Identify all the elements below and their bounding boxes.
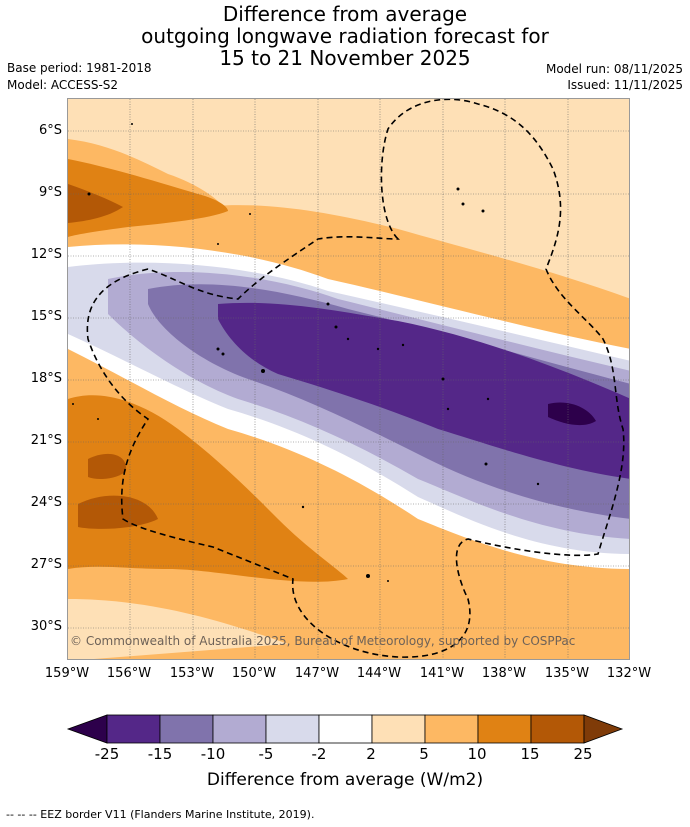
- eez-border: [86, 99, 625, 658]
- lat-label: 6°S: [38, 123, 62, 138]
- lon-label: 153°W: [169, 666, 215, 681]
- title-line-1: Difference from average: [222, 2, 468, 26]
- lon-label: 132°W: [606, 666, 652, 681]
- lon-label: 141°W: [419, 666, 465, 681]
- lat-label: 30°S: [30, 619, 62, 634]
- colorbar-segment: [159, 714, 214, 744]
- colorbar-tick: 25: [573, 745, 593, 763]
- model-run: Model run: 08/11/2025: [545, 62, 683, 76]
- lat-label: 12°S: [30, 247, 62, 262]
- contour-band-topleft-dark: [68, 159, 228, 237]
- colorbar-arrow-high: [583, 714, 624, 744]
- title-line-3: 15 to 21 November 2025: [219, 46, 471, 70]
- colorbar-tick: 15: [520, 745, 540, 763]
- lon-label: 144°W: [356, 666, 402, 681]
- map-svg: [68, 99, 629, 659]
- colorbar-tick: 5: [419, 745, 429, 763]
- colorbar-tick: 10: [467, 745, 487, 763]
- contour-bottom-core-1: [88, 453, 127, 479]
- lon-label: 135°W: [544, 666, 590, 681]
- contour-core-topleft: [68, 184, 123, 223]
- colorbar-tick: -25: [94, 745, 120, 763]
- lon-label: 150°W: [231, 666, 277, 681]
- colorbar-segment: [265, 714, 320, 744]
- colorbar-tick: -2: [311, 745, 327, 763]
- colorbar-segment: [371, 714, 426, 744]
- contour-core-purple: [548, 402, 596, 426]
- colorbar-tick: -15: [147, 745, 173, 763]
- lat-label: 15°S: [30, 309, 62, 324]
- contour-deep-purple: [218, 302, 629, 479]
- issued-date: Issued: 11/11/2025: [567, 78, 683, 92]
- model-name: Model: ACCESS-S2: [7, 78, 119, 92]
- copyright: © Commonwealth of Australia 2025, Bureau…: [70, 634, 576, 648]
- lon-label: 159°W: [44, 666, 90, 681]
- lon-label: 138°W: [481, 666, 527, 681]
- colorbar-tick: -10: [200, 745, 226, 763]
- eez-legend: -- -- -- EEZ border V11 (Flanders Marine…: [6, 808, 315, 821]
- lon-label: 156°W: [106, 666, 152, 681]
- islands: [72, 123, 540, 582]
- colorbar-title: Difference from average (W/m2): [206, 770, 484, 790]
- lat-label: 18°S: [30, 371, 62, 386]
- map-panel: [67, 98, 630, 660]
- colorbar-segment: [212, 714, 267, 744]
- lat-label: 9°S: [38, 185, 62, 200]
- lon-label: 147°W: [294, 666, 340, 681]
- colorbar-segment: [318, 714, 373, 744]
- colorbar-segment: [424, 714, 479, 744]
- colorbar-segment: [477, 714, 532, 744]
- lat-label: 21°S: [30, 433, 62, 448]
- lat-label: 24°S: [30, 495, 62, 510]
- title-line-2: outgoing longwave radiation forecast for: [141, 24, 549, 48]
- colorbar: [66, 714, 624, 744]
- colorbar-segment: [530, 714, 585, 744]
- base-period: Base period: 1981-2018: [7, 61, 152, 75]
- colorbar-arrow-low: [66, 714, 108, 744]
- lat-label: 27°S: [30, 557, 62, 572]
- colorbar-tick: 2: [366, 745, 376, 763]
- colorbar-segment: [106, 714, 161, 744]
- contour-light-top: [68, 99, 629, 299]
- colorbar-tick: -5: [258, 745, 274, 763]
- contour-bottom-light: [68, 599, 288, 659]
